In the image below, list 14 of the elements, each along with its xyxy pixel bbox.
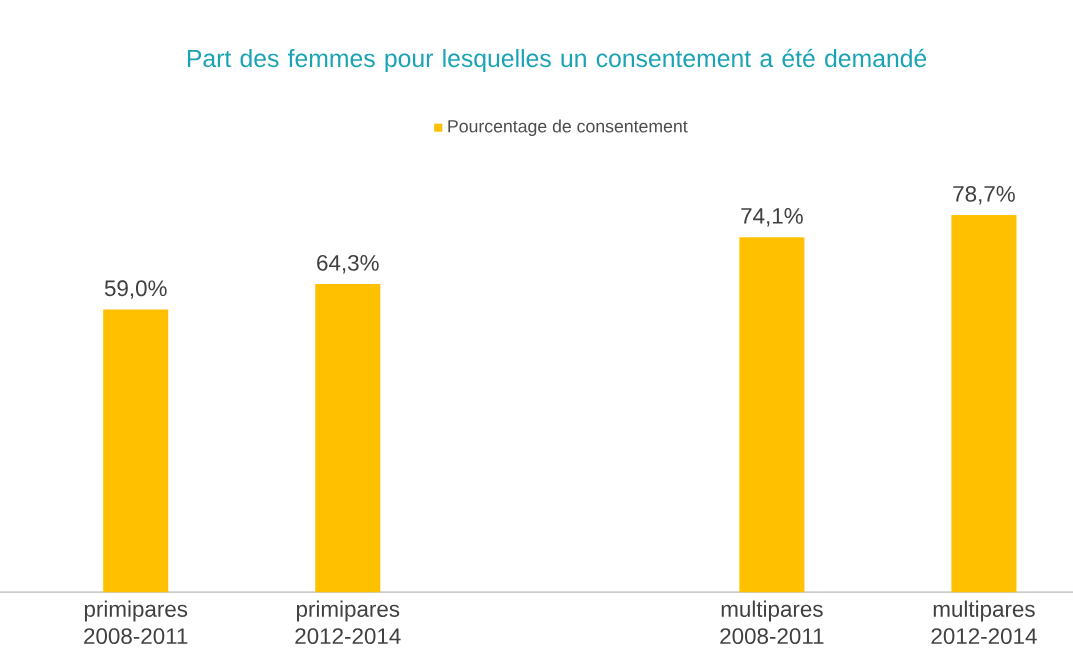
bar: [951, 215, 1017, 593]
x-tick-label: primipares 2008-2011: [84, 600, 188, 644]
data-label: 78,7%: [953, 185, 1015, 205]
bar: [103, 309, 169, 593]
x-tick-label: multipares 2008-2011: [720, 600, 824, 644]
x-tick-label: multipares 2012-2014: [931, 600, 1037, 644]
bar: [739, 237, 805, 593]
data-label: 59,0%: [104, 280, 167, 299]
data-label: 64,3%: [317, 254, 379, 274]
legend-label: Pourcentage de consentement: [448, 119, 688, 136]
x-tick-label: primipares 2012-2014: [295, 600, 401, 644]
chart-title: Part des femmes pour lesquelles un consentement a été demandé: [187, 48, 927, 72]
data-label: 74,1%: [741, 207, 803, 227]
bar: [315, 283, 381, 593]
